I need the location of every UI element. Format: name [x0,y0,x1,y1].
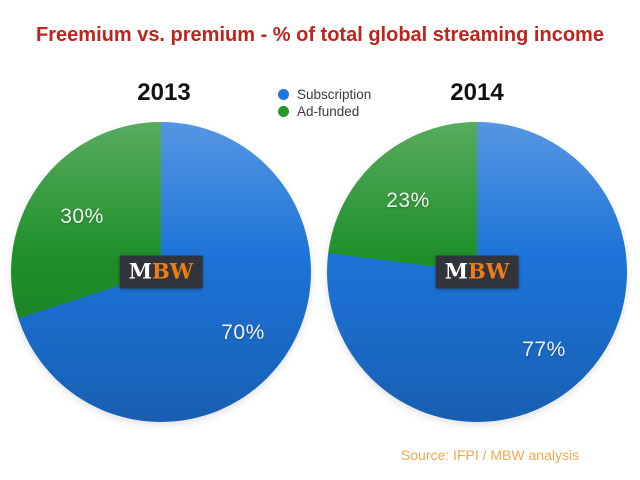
pie-2014-adfunded-label: 23% [386,189,430,212]
pie-2013-adfunded-label: 30% [60,205,104,228]
legend-label-subscription: Subscription [297,87,372,102]
year-label-2014: 2014 [450,79,504,106]
mbw-logo-bw: BW [151,258,194,284]
pie-chart-2014: 23% 77% MBW [327,122,627,422]
mbw-logo-m: M [444,258,468,284]
legend-label-adfunded: Ad-funded [297,104,360,119]
mbw-logo: MBW [435,255,519,289]
legend-item-adfunded: Ad-funded [278,104,371,119]
page-title: Freemium vs. premium - % of total global… [36,24,604,46]
pie-2013-subscription-label: 70% [221,321,265,344]
year-label-2013: 2013 [137,79,191,106]
source-text: Source: IFPI / MBW analysis [400,447,580,463]
mbw-logo: MBW [119,255,203,289]
mbw-logo-bw: BW [467,258,510,284]
legend-item-subscription: Subscription [278,87,371,102]
adfunded-dot-icon [278,106,289,117]
pie-chart-2013: 30% 70% MBW [11,122,311,422]
pie-2014-subscription-label: 77% [522,338,566,361]
subscription-dot-icon [278,89,289,100]
mbw-logo-m: M [128,258,152,284]
legend: Subscription Ad-funded [278,87,371,119]
